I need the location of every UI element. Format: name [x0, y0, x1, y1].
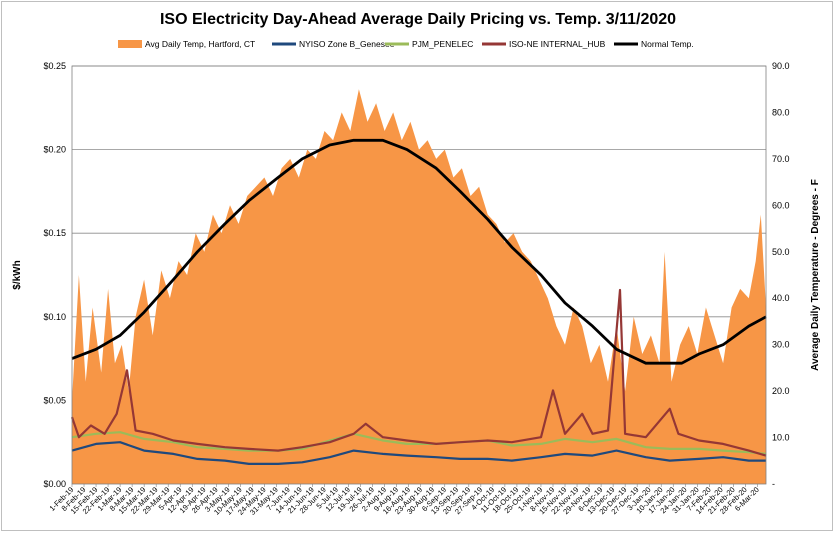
y-tick-label-right: 30.0: [772, 340, 790, 350]
y-tick-label-right: 20.0: [772, 386, 790, 396]
series-line-normal-temp: [71, 138, 767, 365]
y-axis-title-left: $/kWh: [12, 260, 23, 289]
legend-label-pjm-penelec: PJM_PENELEC: [412, 39, 473, 49]
y-tick-label-left: $0.25: [43, 61, 66, 71]
y-tick-label-right: 90.0: [772, 61, 790, 71]
x-axis: 1-Feb-198-Feb-1915-Feb-1922-Feb-191-Mar-…: [48, 484, 761, 517]
legend-swatch-avg-daily-temp-hartford-ct: [118, 40, 142, 48]
series-layer: [70, 89, 767, 484]
y-axis-left: $0.00 $0.05 $0.10 $0.15 $0.20 $0.25: [43, 61, 66, 489]
y-tick-label-right: 60.0: [772, 200, 790, 210]
series-line-pjm-penelec: [71, 431, 767, 455]
y-tick-label-left: $0.20: [43, 145, 66, 155]
y-axis-right: - 10.0 20.0 30.0 40.0 50.0 60.0 70.0 80.0 90.0: [772, 61, 790, 489]
y-tick-label-right: 10.0: [772, 433, 790, 443]
chart-title: ISO Electricity Day-Ahead Average Daily …: [160, 11, 676, 28]
y-tick-label-left: $0.15: [43, 228, 66, 238]
y-tick-label-left: $0.00: [43, 479, 66, 489]
y-tick-label-left: $0.05: [43, 395, 66, 405]
y-tick-label-left: $0.10: [43, 312, 66, 322]
legend-label-nyiso-zone-b-genesee: NYISO Zone B_Genesee: [299, 39, 395, 49]
plot-area-border: [71, 65, 767, 485]
y-tick-label-right: -: [772, 479, 775, 489]
series-line-nyiso-zone-b-genesee: [71, 441, 766, 465]
legend: Avg Daily Temp, Hartford, CT NYISO Zone B…: [118, 39, 694, 49]
y-tick-label-right: 50.0: [772, 247, 790, 257]
series-line-iso-ne-internal-hub: [70, 288, 767, 457]
legend-label-iso-ne-internal-hub: ISO-NE INTERNAL_HUB: [509, 39, 606, 49]
series-area-avg-daily-temp-hartford-ct: [72, 89, 766, 484]
y-tick-label-right: 70.0: [772, 154, 790, 164]
legend-label-normal-temp: Normal Temp.: [641, 39, 694, 49]
y-tick-label-right: 80.0: [772, 107, 790, 117]
y-axis-title-right: Average Daily Temperature - Degrees - F: [810, 179, 821, 371]
y-tick-label-right: 40.0: [772, 293, 790, 303]
legend-label-avg-daily-temp-hartford-ct: Avg Daily Temp, Hartford, CT: [145, 39, 255, 49]
